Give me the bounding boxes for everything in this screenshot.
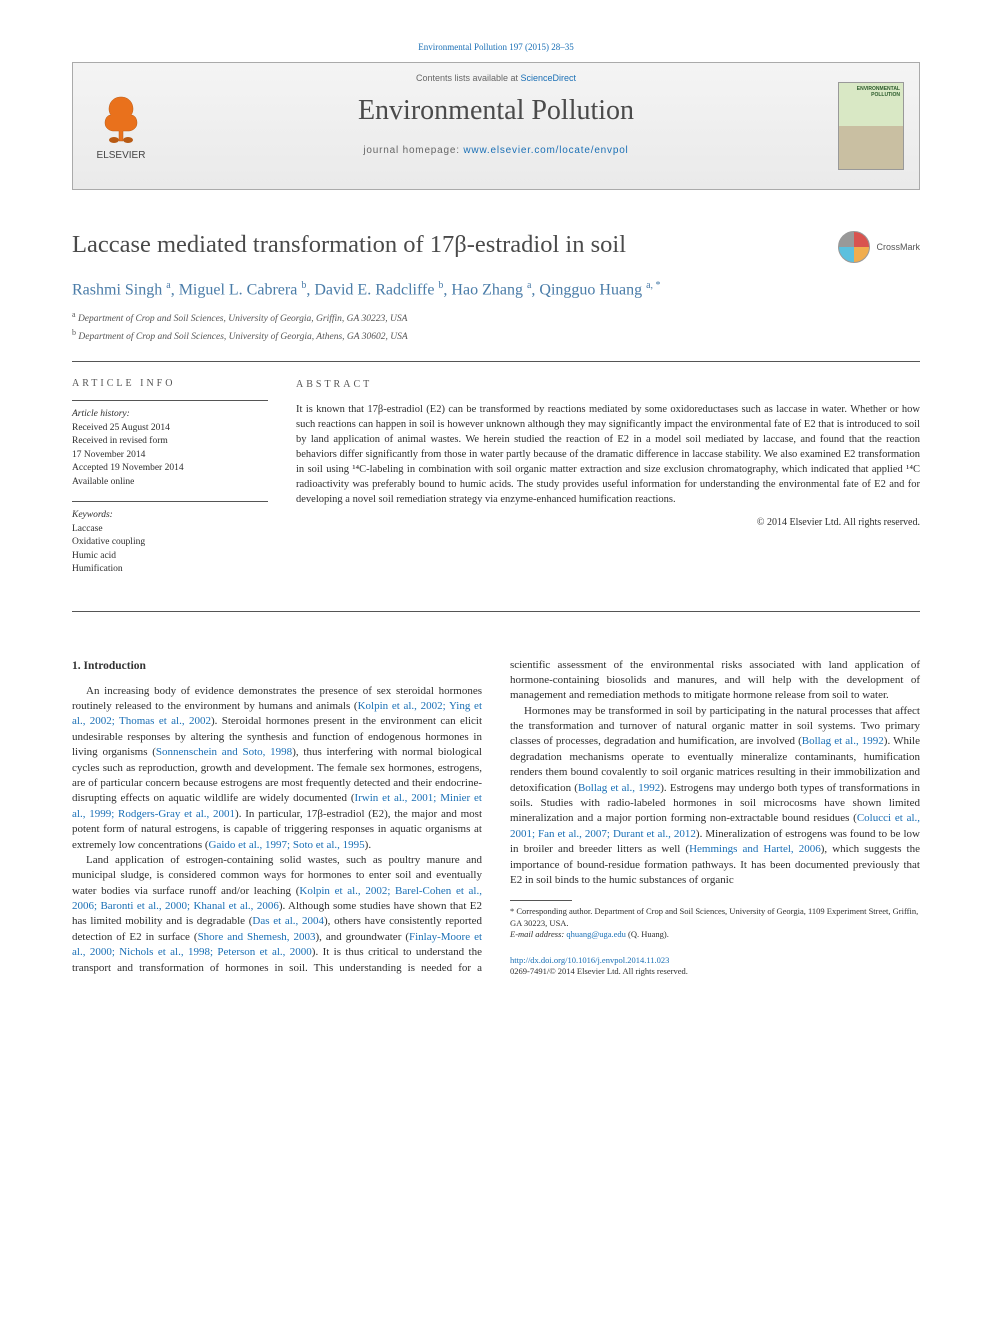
citation-line: Environmental Pollution 197 (2015) 28–35 [72,42,920,52]
history-line: Available online [72,476,268,489]
author-list: Rashmi Singh a, Miguel L. Cabrera b, Dav… [72,280,920,299]
homepage-link[interactable]: www.elsevier.com/locate/envpol [463,145,628,156]
history-line: Received in revised form [72,435,268,448]
crossmark-icon [837,230,871,264]
journal-masthead: ELSEVIER Contents lists available at Sci… [72,62,920,190]
doi-block: http://dx.doi.org/10.1016/j.envpol.2014.… [510,955,920,978]
abstract-block: ABSTRACT It is known that 17β-estradiol … [296,378,920,588]
article-info-sidebar: ARTICLE INFO Article history: Received 2… [72,378,268,588]
email-suffix: (Q. Huang). [626,929,669,939]
divider [72,611,920,612]
abstract-text: It is known that 17β-estradiol (E2) can … [296,403,920,507]
contents-prefix: Contents lists available at [416,73,521,83]
email-label: E-mail address: [510,929,566,939]
publisher-name: ELSEVIER [97,150,146,161]
citation-link[interactable]: Bollag et al., 1992 [578,782,660,794]
crossmark-label: CrossMark [876,242,920,252]
email-link[interactable]: qhuang@uga.edu [566,929,626,939]
paragraph: Hormones may be transformed in soil by p… [510,704,920,889]
affiliations: a Department of Crop and Soil Sciences, … [72,309,920,345]
elsevier-tree-icon [93,91,149,147]
citation-link[interactable]: Bollag et al., 1992 [802,735,884,747]
article-history-block: Article history: Received 25 August 2014… [72,400,268,489]
article-title: Laccase mediated transformation of 17β-e… [72,230,626,261]
citation-link[interactable]: Gaido et al., 1997; Soto et al., 1995 [209,839,365,851]
paragraph: An increasing body of evidence demonstra… [72,684,482,853]
keywords-block: Keywords: LaccaseOxidative couplingHumic… [72,501,268,576]
homepage-prefix: journal homepage: [363,145,463,156]
keywords-label: Keywords: [72,509,268,522]
sciencedirect-link[interactable]: ScienceDirect [521,73,577,83]
footnotes-block: * Corresponding author. Department of Cr… [510,906,920,940]
corresponding-author-note: * Corresponding author. Department of Cr… [510,906,920,929]
journal-name: Environmental Pollution [169,95,823,127]
cover-thumbnail-block [823,63,919,189]
keyword-line: Laccase [72,523,268,536]
abstract-heading: ABSTRACT [296,378,920,392]
section-heading: 1. Introduction [72,658,482,674]
doi-link[interactable]: http://dx.doi.org/10.1016/j.envpol.2014.… [510,955,669,965]
journal-cover-thumbnail [838,82,904,170]
citation-link[interactable]: Sonnenschein and Soto, 1998 [156,746,292,758]
affiliation-line: a Department of Crop and Soil Sciences, … [72,309,920,327]
history-line: Received 25 August 2014 [72,422,268,435]
issn-copyright: 0269-7491/© 2014 Elsevier Ltd. All right… [510,966,920,977]
affiliation-line: b Department of Crop and Soil Sciences, … [72,327,920,345]
email-line: E-mail address: qhuang@uga.edu (Q. Huang… [510,929,920,940]
crossmark-widget[interactable]: CrossMark [837,230,920,264]
keyword-line: Humic acid [72,550,268,563]
abstract-copyright: © 2014 Elsevier Ltd. All rights reserved… [296,516,920,530]
history-line: Accepted 19 November 2014 [72,462,268,475]
keyword-line: Humification [72,563,268,576]
article-info-heading: ARTICLE INFO [72,378,268,389]
history-line: 17 November 2014 [72,449,268,462]
keyword-line: Oxidative coupling [72,536,268,549]
citation-link[interactable]: Das et al., 2004 [252,915,324,927]
homepage-line: journal homepage: www.elsevier.com/locat… [169,145,823,156]
footnote-separator [510,900,572,901]
citation-link[interactable]: Hemmings and Hartel, 2006 [689,843,821,855]
history-label: Article history: [72,408,268,421]
body-columns: 1. Introduction An increasing body of ev… [72,658,920,978]
contents-available-line: Contents lists available at ScienceDirec… [169,73,823,83]
publisher-logo-block: ELSEVIER [73,63,169,189]
citation-link[interactable]: Shore and Shemesh, 2003 [198,931,316,943]
